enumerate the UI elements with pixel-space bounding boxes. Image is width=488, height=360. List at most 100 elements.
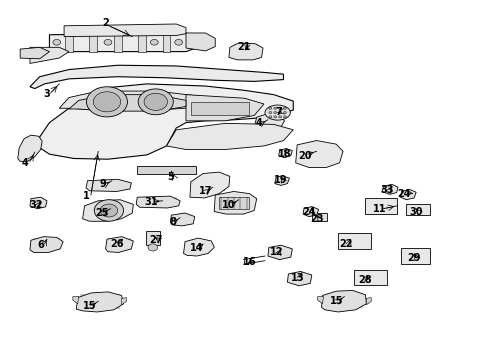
Polygon shape	[381, 184, 397, 194]
Polygon shape	[183, 238, 214, 256]
Circle shape	[268, 116, 271, 118]
Text: 13: 13	[291, 273, 304, 283]
Bar	[400, 248, 429, 264]
Text: 1: 1	[82, 191, 89, 201]
Text: 6: 6	[37, 239, 44, 249]
Circle shape	[273, 107, 276, 109]
Text: 30: 30	[408, 207, 422, 217]
Text: 19: 19	[274, 175, 287, 185]
Bar	[65, 32, 73, 51]
Polygon shape	[274, 176, 289, 185]
Bar	[190, 102, 249, 116]
Polygon shape	[30, 237, 63, 252]
Bar	[162, 32, 170, 51]
Bar	[137, 166, 195, 174]
Circle shape	[273, 112, 276, 114]
Polygon shape	[82, 200, 133, 221]
Polygon shape	[185, 95, 264, 121]
Text: 21: 21	[237, 42, 251, 51]
Bar	[337, 233, 370, 249]
Polygon shape	[76, 292, 123, 312]
Polygon shape	[189, 172, 229, 198]
Text: 23: 23	[309, 214, 323, 224]
Text: 15: 15	[330, 296, 343, 306]
Polygon shape	[30, 65, 283, 89]
Text: 31: 31	[144, 197, 157, 207]
Polygon shape	[49, 33, 195, 51]
Text: 3: 3	[43, 89, 50, 99]
Text: 24: 24	[397, 189, 410, 199]
Circle shape	[278, 107, 281, 109]
Text: 12: 12	[270, 247, 284, 257]
Circle shape	[100, 204, 118, 217]
Bar	[219, 197, 249, 210]
Polygon shape	[30, 47, 69, 63]
Text: 15: 15	[82, 301, 96, 311]
Polygon shape	[20, 47, 49, 59]
Circle shape	[268, 112, 271, 114]
Polygon shape	[136, 196, 180, 208]
Text: 29: 29	[407, 253, 420, 263]
Text: 26: 26	[110, 239, 123, 249]
Polygon shape	[105, 237, 133, 252]
Polygon shape	[303, 207, 318, 217]
Circle shape	[273, 116, 276, 118]
Polygon shape	[278, 148, 292, 158]
Circle shape	[53, 40, 61, 45]
Text: 16: 16	[242, 257, 256, 267]
Polygon shape	[18, 135, 42, 161]
Polygon shape	[254, 114, 284, 130]
Text: 32: 32	[29, 200, 42, 210]
Text: 11: 11	[372, 204, 386, 215]
Polygon shape	[86, 179, 131, 192]
Text: 7: 7	[275, 107, 282, 117]
Polygon shape	[287, 271, 311, 286]
Bar	[406, 204, 429, 215]
Circle shape	[283, 116, 286, 118]
Polygon shape	[170, 213, 194, 226]
Polygon shape	[321, 291, 366, 312]
Circle shape	[86, 87, 127, 117]
Text: 8: 8	[168, 217, 175, 227]
Polygon shape	[228, 43, 263, 60]
Polygon shape	[295, 140, 342, 167]
Circle shape	[278, 116, 281, 118]
Circle shape	[174, 40, 182, 45]
Polygon shape	[122, 298, 126, 305]
Circle shape	[138, 89, 173, 115]
Text: 27: 27	[149, 235, 162, 245]
Bar	[138, 32, 146, 51]
Text: 10: 10	[222, 200, 235, 210]
Text: 4: 4	[255, 118, 262, 128]
Polygon shape	[166, 123, 293, 149]
Text: 33: 33	[379, 185, 393, 195]
Text: 18: 18	[277, 149, 291, 159]
Circle shape	[93, 92, 121, 112]
Circle shape	[148, 244, 158, 251]
Text: 25: 25	[95, 208, 109, 218]
Polygon shape	[267, 245, 292, 260]
Polygon shape	[214, 192, 256, 214]
Circle shape	[144, 93, 167, 111]
Bar	[114, 32, 122, 51]
Polygon shape	[185, 33, 215, 51]
Circle shape	[104, 40, 112, 45]
Bar	[365, 198, 396, 214]
Polygon shape	[40, 84, 293, 159]
Bar	[89, 32, 97, 51]
Circle shape	[283, 112, 286, 114]
Text: 20: 20	[298, 150, 311, 161]
Bar	[353, 270, 386, 285]
Circle shape	[268, 107, 271, 109]
Polygon shape	[30, 197, 47, 209]
Text: 9: 9	[100, 179, 106, 189]
Polygon shape	[69, 95, 185, 111]
Circle shape	[283, 107, 286, 109]
Text: 14: 14	[189, 243, 203, 253]
Text: 5: 5	[167, 172, 173, 182]
Text: 4: 4	[21, 158, 28, 168]
Polygon shape	[317, 297, 323, 304]
Circle shape	[94, 200, 123, 221]
Ellipse shape	[264, 105, 290, 120]
Text: 24: 24	[302, 207, 315, 217]
